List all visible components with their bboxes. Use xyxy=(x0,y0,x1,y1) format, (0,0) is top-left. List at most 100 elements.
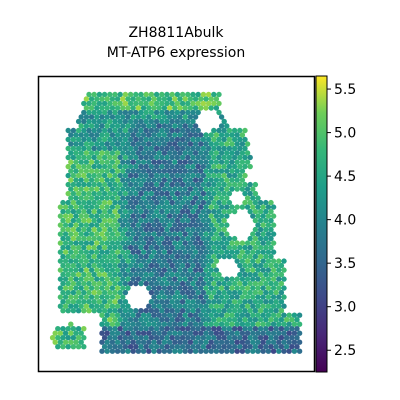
expression-spot xyxy=(192,195,199,201)
expression-spot xyxy=(117,271,123,278)
expression-spot xyxy=(252,326,259,332)
expression-spot xyxy=(172,312,178,318)
expression-spot xyxy=(117,262,123,269)
expression-spot xyxy=(185,118,191,125)
expression-spot xyxy=(140,330,147,336)
expression-spot xyxy=(195,280,201,287)
expression-spot xyxy=(153,326,160,332)
expression-spot xyxy=(75,335,82,341)
expression-spot xyxy=(94,294,100,300)
expression-spot xyxy=(83,258,90,264)
expression-spot xyxy=(109,249,116,255)
expression-spot xyxy=(140,258,147,264)
expression-spot xyxy=(224,276,230,282)
expression-spot xyxy=(94,285,100,291)
expression-spot xyxy=(117,326,123,332)
expression-spot xyxy=(234,276,240,282)
expression-spot xyxy=(213,204,220,210)
expression-spot xyxy=(286,312,292,318)
expression-spot xyxy=(231,154,238,161)
expression-spot xyxy=(146,339,152,345)
expression-spot xyxy=(68,330,74,336)
expression-spot xyxy=(177,339,183,345)
expression-spot xyxy=(112,226,118,233)
expression-spot xyxy=(208,96,214,102)
expression-spot xyxy=(125,114,131,120)
expression-spot xyxy=(101,199,108,206)
expression-spot xyxy=(244,312,251,318)
expression-spot xyxy=(125,258,131,264)
expression-spot xyxy=(122,154,129,161)
expression-spot xyxy=(164,335,170,341)
expression-spot xyxy=(70,145,77,152)
expression-spot xyxy=(296,348,303,354)
expression-spot xyxy=(208,330,214,336)
expression-spot xyxy=(257,289,264,296)
expression-spot xyxy=(122,118,129,125)
expression-spot xyxy=(75,136,82,143)
expression-spot xyxy=(263,217,269,224)
expression-spot xyxy=(60,280,66,287)
expression-spot xyxy=(247,154,253,161)
expression-spot xyxy=(73,258,79,264)
expression-spot xyxy=(203,258,209,264)
expression-spot xyxy=(200,91,207,98)
expression-spot xyxy=(179,253,186,260)
expression-spot xyxy=(127,308,134,314)
expression-spot xyxy=(135,249,142,255)
expression-spot xyxy=(112,280,118,287)
expression-spot xyxy=(257,335,264,341)
expression-spot xyxy=(70,244,77,251)
expression-spot xyxy=(107,100,113,107)
expression-spot xyxy=(208,195,214,201)
expression-spot xyxy=(203,105,209,111)
expression-spot xyxy=(101,253,108,260)
expression-spot xyxy=(107,118,113,125)
expression-spot xyxy=(107,317,113,323)
expression-spot xyxy=(185,154,191,161)
expression-spot xyxy=(117,181,123,188)
expression-spot xyxy=(273,344,279,350)
expression-spot xyxy=(198,312,204,318)
expression-spot xyxy=(195,253,201,260)
expression-spot xyxy=(192,222,199,228)
expression-spot xyxy=(133,271,139,278)
expression-spot xyxy=(68,177,74,183)
expression-spot xyxy=(174,91,181,98)
expression-spot xyxy=(205,145,212,152)
expression-spot xyxy=(164,190,170,197)
expression-spot xyxy=(146,96,152,102)
expression-spot xyxy=(185,190,191,197)
expression-spot xyxy=(94,258,100,264)
expression-spot xyxy=(148,163,155,170)
expression-spot xyxy=(91,289,97,296)
expression-spot xyxy=(88,249,95,255)
expression-spot xyxy=(83,96,90,102)
expression-spot xyxy=(153,344,160,350)
spot-layer xyxy=(49,91,303,354)
expression-spot xyxy=(169,154,175,161)
expression-spot xyxy=(216,235,222,242)
expression-spot xyxy=(146,114,152,120)
expression-spot xyxy=(195,91,201,98)
expression-spot xyxy=(229,339,235,345)
expression-spot xyxy=(234,330,240,336)
expression-spot xyxy=(234,159,240,165)
expression-spot xyxy=(192,276,199,282)
expression-spot xyxy=(211,326,217,332)
expression-spot xyxy=(104,222,110,228)
expression-spot xyxy=(159,145,165,152)
expression-spot xyxy=(268,326,274,332)
expression-spot xyxy=(294,317,300,323)
expression-spot xyxy=(179,271,186,278)
expression-spot xyxy=(234,240,240,246)
expression-spot xyxy=(263,280,269,287)
expression-spot xyxy=(185,172,191,179)
expression-spot xyxy=(260,276,266,282)
expression-spot xyxy=(122,308,129,314)
expression-spot xyxy=(65,190,71,197)
expression-spot xyxy=(273,326,279,332)
expression-spot xyxy=(114,141,121,147)
expression-spot xyxy=(104,348,110,354)
expression-spot xyxy=(65,127,71,134)
